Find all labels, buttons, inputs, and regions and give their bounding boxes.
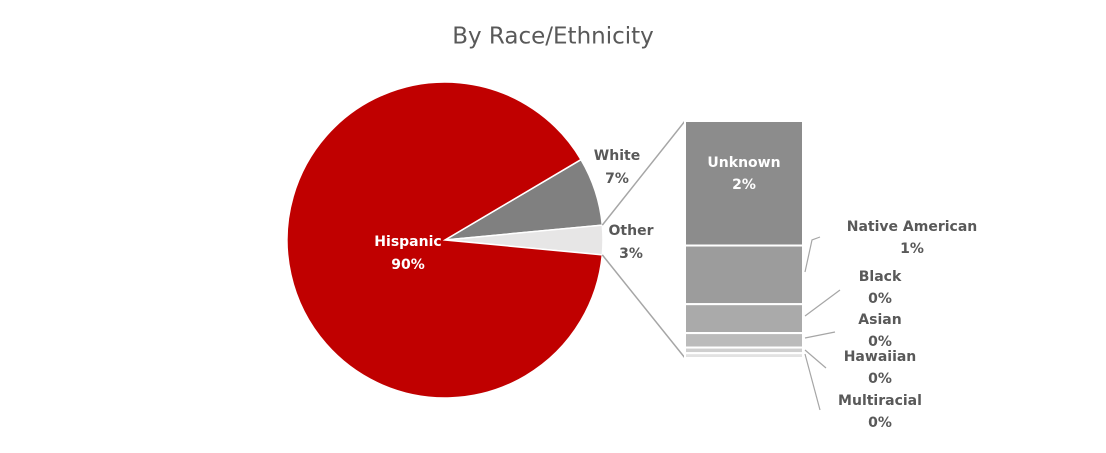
slice-value-label: 7% — [605, 171, 629, 187]
leader-line — [804, 349, 827, 369]
bar-value-label: 1% — [900, 241, 924, 257]
leader-line — [804, 331, 836, 339]
chart-title: By Race/Ethnicity — [452, 24, 654, 50]
bar-value-label: 2% — [732, 177, 756, 193]
bar-segment — [684, 303, 804, 335]
bar-segment — [684, 120, 804, 247]
slice-label: Hispanic — [374, 234, 441, 250]
connector-line — [601, 120, 686, 226]
leader-line — [804, 289, 841, 317]
bar-value-label: 0% — [868, 371, 892, 387]
bar-label: Multiracial — [838, 393, 922, 409]
slice-label: White — [594, 148, 640, 164]
bar-segment — [684, 332, 804, 349]
pie-slice — [286, 81, 604, 399]
bar-value-label: 0% — [868, 334, 892, 350]
bar-segment — [684, 244, 804, 306]
slice-label: Other — [609, 223, 654, 239]
bar-value-label: 0% — [868, 415, 892, 431]
bar-label: Hawaiian — [844, 349, 917, 365]
leader-line — [804, 236, 821, 273]
bar-label: Native American — [847, 219, 977, 235]
bar-segment — [684, 352, 804, 359]
bar-label: Black — [859, 269, 902, 285]
slice-value-label: 3% — [619, 246, 643, 262]
bar-value-label: 0% — [868, 291, 892, 307]
slice-value-label: 90% — [391, 257, 425, 273]
connector-line — [601, 254, 686, 359]
bar-label: Unknown — [707, 155, 780, 171]
leader-line — [804, 353, 821, 411]
bar-label: Asian — [858, 312, 901, 328]
